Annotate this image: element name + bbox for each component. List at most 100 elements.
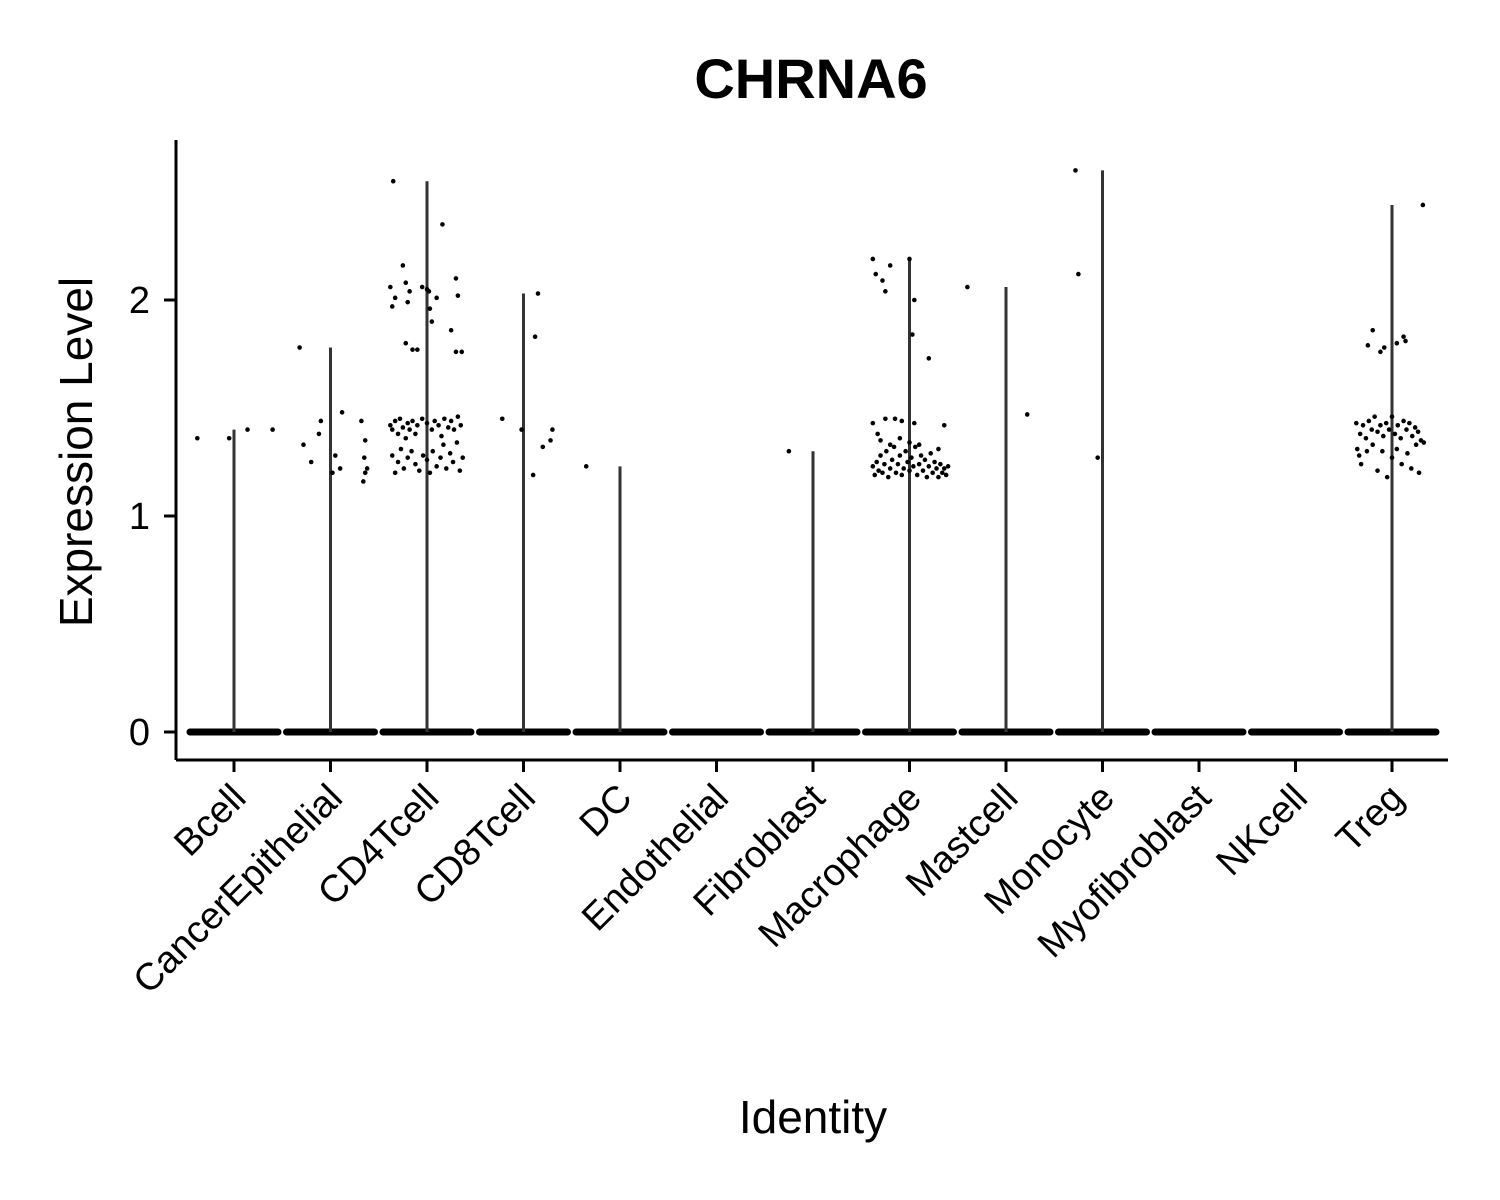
data-point (887, 263, 893, 268)
data-point (1370, 442, 1375, 448)
data-point (1389, 414, 1395, 419)
data-point (873, 271, 879, 277)
data-point (429, 427, 435, 432)
violin-group (1055, 168, 1150, 736)
data-point (364, 466, 370, 471)
data-point (1392, 431, 1398, 437)
data-point (910, 332, 915, 337)
data-point (1420, 202, 1426, 208)
data-point (535, 291, 541, 296)
x-tick-label: NKcell (1209, 777, 1316, 884)
y-tick-label: 2 (129, 280, 150, 322)
data-point (907, 440, 912, 445)
data-point (1381, 433, 1386, 439)
x-tick-label: Treg (1328, 777, 1412, 861)
data-point (455, 414, 461, 419)
data-point (1398, 435, 1403, 441)
data-point (436, 422, 441, 428)
data-point (401, 466, 407, 471)
data-point (1375, 429, 1380, 435)
data-point (419, 284, 425, 290)
data-point (914, 472, 920, 478)
y-axis-title: Expression Level (50, 277, 102, 627)
data-point (413, 461, 418, 467)
data-point (874, 459, 879, 465)
data-point (1412, 425, 1418, 430)
data-point (389, 427, 395, 432)
data-point (938, 461, 943, 467)
data-point (941, 422, 947, 428)
data-point (403, 340, 409, 346)
data-point (392, 470, 398, 476)
data-point (548, 438, 553, 443)
data-point (920, 468, 926, 473)
data-point (1364, 448, 1370, 454)
data-point (936, 474, 941, 480)
x-tick-label: Bcell (166, 777, 254, 865)
violin-group (476, 291, 571, 736)
data-point (270, 427, 275, 432)
data-point (889, 457, 895, 463)
data-point (413, 431, 418, 437)
data-point (389, 304, 395, 309)
data-point (1095, 455, 1100, 460)
data-point (880, 278, 885, 283)
data-point (297, 345, 302, 350)
plot-area (186, 168, 1440, 736)
axes: 012BcellCancerEpithelialCD4TcellCD8Tcell… (125, 140, 1448, 1002)
data-point (1024, 412, 1030, 417)
data-point (1353, 420, 1359, 426)
data-point (530, 472, 536, 478)
data-point (424, 420, 430, 426)
data-point (410, 347, 415, 352)
data-point (922, 457, 928, 463)
data-point (940, 470, 945, 476)
violin-group (379, 178, 475, 736)
data-point (1394, 446, 1400, 452)
data-point (897, 453, 903, 458)
data-point (458, 422, 464, 428)
data-point (337, 466, 343, 471)
data-point (427, 306, 433, 311)
data-point (878, 453, 883, 458)
data-point (397, 416, 403, 422)
data-point (901, 466, 907, 471)
data-point (1370, 327, 1375, 333)
data-point (943, 472, 949, 478)
data-point (1365, 343, 1371, 348)
data-point (875, 431, 880, 437)
data-point (426, 289, 432, 294)
data-point (445, 425, 451, 430)
data-point (400, 263, 406, 268)
data-point (390, 178, 396, 184)
data-point (880, 470, 885, 476)
data-point (884, 448, 889, 454)
data-point (1356, 453, 1362, 458)
data-point (442, 416, 447, 422)
chart-title: CHRNA6 (694, 47, 927, 110)
data-point (882, 461, 887, 467)
data-point (419, 416, 425, 422)
data-point (1421, 440, 1427, 445)
data-point (333, 453, 338, 458)
data-point (934, 466, 939, 471)
data-point (540, 444, 546, 450)
data-point (403, 280, 409, 286)
violin-group (862, 256, 957, 736)
data-point (308, 459, 314, 465)
data-point (903, 448, 908, 454)
data-point (439, 433, 444, 439)
data-point (887, 442, 893, 448)
data-point (786, 448, 792, 454)
data-point (1381, 345, 1387, 350)
data-point (1399, 461, 1404, 467)
data-point (405, 420, 411, 426)
data-point (195, 435, 200, 441)
data-point (427, 470, 433, 476)
data-point (424, 457, 430, 463)
data-point (388, 284, 393, 290)
data-point (870, 256, 876, 262)
data-point (398, 446, 404, 452)
data-point (405, 299, 411, 305)
